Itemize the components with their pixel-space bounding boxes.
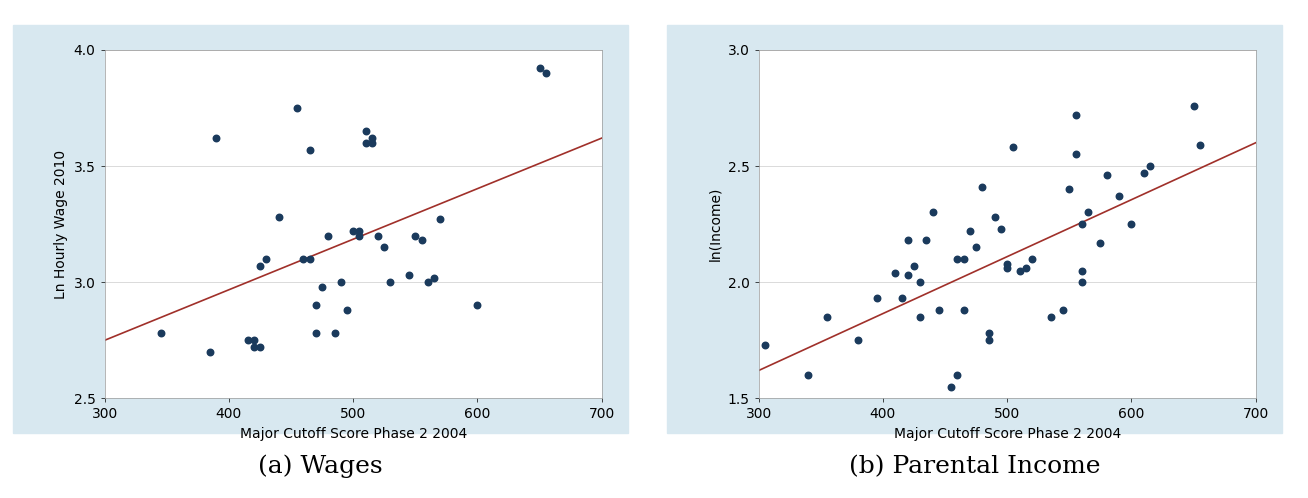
Point <box>404 232 425 240</box>
Point <box>349 232 370 240</box>
Point <box>1139 162 1160 170</box>
Point <box>343 227 364 235</box>
Point <box>978 336 999 344</box>
Point <box>330 278 351 286</box>
Y-axis label: ln(Income): ln(Income) <box>708 187 722 261</box>
Point <box>305 301 326 309</box>
Point <box>250 262 271 270</box>
Point <box>929 306 950 314</box>
Point <box>1022 255 1042 263</box>
Point <box>1109 192 1130 200</box>
Point <box>978 329 999 337</box>
Y-axis label: Ln Hourly Wage 2010: Ln Hourly Wage 2010 <box>54 149 68 299</box>
Point <box>904 262 925 270</box>
Point <box>286 104 307 112</box>
Point <box>947 255 968 263</box>
Point <box>243 343 264 351</box>
Point <box>237 336 258 344</box>
Point <box>997 259 1018 267</box>
Point <box>1071 220 1092 228</box>
Point <box>884 269 905 277</box>
Point <box>1078 209 1099 217</box>
Point <box>954 255 974 263</box>
X-axis label: Major Cutoff Score Phase 2 2004: Major Cutoff Score Phase 2 2004 <box>239 427 467 441</box>
Point <box>1090 239 1110 247</box>
Point <box>910 313 931 321</box>
Point <box>940 383 961 391</box>
Point <box>361 134 382 142</box>
Point <box>922 209 943 217</box>
Point <box>368 232 388 240</box>
Point <box>300 255 320 263</box>
Point <box>1065 150 1086 158</box>
Point <box>324 329 345 337</box>
Point <box>535 69 556 77</box>
Point <box>891 294 912 302</box>
Point <box>1010 266 1031 274</box>
Point <box>910 278 931 286</box>
Point <box>972 183 993 191</box>
Text: (b) Parental Income: (b) Parental Income <box>849 455 1100 478</box>
Point <box>816 313 837 321</box>
Point <box>250 343 271 351</box>
Point <box>848 336 869 344</box>
Point <box>150 329 171 337</box>
Point <box>374 244 395 251</box>
Point <box>1189 141 1210 149</box>
Point <box>1182 102 1203 110</box>
Point <box>293 255 314 263</box>
Point <box>1053 306 1074 314</box>
Point <box>467 301 488 309</box>
Point <box>1015 264 1036 272</box>
Point <box>305 329 326 337</box>
Point <box>897 271 918 279</box>
Point <box>429 216 450 224</box>
Point <box>1059 185 1080 193</box>
Point <box>411 237 432 245</box>
Point <box>399 271 420 279</box>
Point <box>424 273 445 281</box>
Point <box>1003 143 1024 151</box>
Point <box>1065 111 1086 119</box>
Point <box>954 306 974 314</box>
X-axis label: Major Cutoff Score Phase 2 2004: Major Cutoff Score Phase 2 2004 <box>893 427 1121 441</box>
Point <box>997 264 1018 272</box>
Point <box>959 227 981 235</box>
Text: (a) Wages: (a) Wages <box>258 455 383 478</box>
Point <box>866 294 887 302</box>
Point <box>255 255 277 263</box>
Point <box>417 278 438 286</box>
Point <box>1121 220 1142 228</box>
Point <box>798 371 819 379</box>
Point <box>897 237 918 245</box>
Point <box>379 278 400 286</box>
Point <box>200 348 221 356</box>
Point <box>965 244 986 251</box>
Point <box>528 64 549 72</box>
Point <box>1133 169 1155 177</box>
Point <box>205 134 226 142</box>
Point <box>755 341 776 349</box>
Point <box>1040 313 1061 321</box>
Point <box>947 371 968 379</box>
Point <box>984 213 1005 221</box>
Point <box>268 213 289 221</box>
Point <box>361 139 382 147</box>
Point <box>1071 278 1092 286</box>
Point <box>1096 171 1117 179</box>
Point <box>336 306 357 314</box>
Point <box>916 237 937 245</box>
Point <box>311 283 332 291</box>
Point <box>318 232 339 240</box>
Point <box>1071 266 1092 274</box>
Point <box>243 336 264 344</box>
Point <box>300 146 320 154</box>
Point <box>349 227 370 235</box>
Point <box>990 225 1011 233</box>
Point <box>356 139 377 147</box>
Point <box>356 127 377 135</box>
